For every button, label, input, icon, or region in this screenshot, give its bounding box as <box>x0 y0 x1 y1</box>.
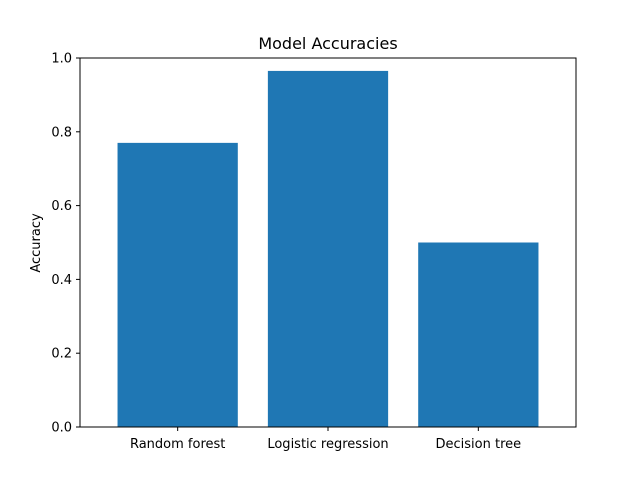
y-tick-label: 0.8 <box>51 125 72 140</box>
y-tick-label: 1.0 <box>51 52 72 67</box>
y-axis-label: Accuracy <box>29 213 44 273</box>
y-tick-label: 0.4 <box>51 273 72 288</box>
y-ticks-group: 0.0 0.2 0.4 0.6 0.8 1.0 <box>51 52 80 436</box>
x-tick-label: Random forest <box>130 437 225 452</box>
x-ticks-group: Random forest Logistic regression Decision… <box>130 427 521 452</box>
plot-frame <box>79 57 577 428</box>
x-tick-label: Logistic regression <box>267 437 388 452</box>
y-tick-label: 0.6 <box>51 199 72 214</box>
chart-title: Model Accuracies <box>258 34 397 53</box>
bar-logistic-regression <box>267 70 389 427</box>
bar-random-forest <box>117 142 238 427</box>
y-tick-label: 0.0 <box>51 421 72 436</box>
x-tick-label: Decision tree <box>436 437 522 452</box>
y-tick-label: 0.2 <box>51 347 72 362</box>
bars-group <box>117 70 539 427</box>
bar-decision-tree <box>418 242 539 427</box>
